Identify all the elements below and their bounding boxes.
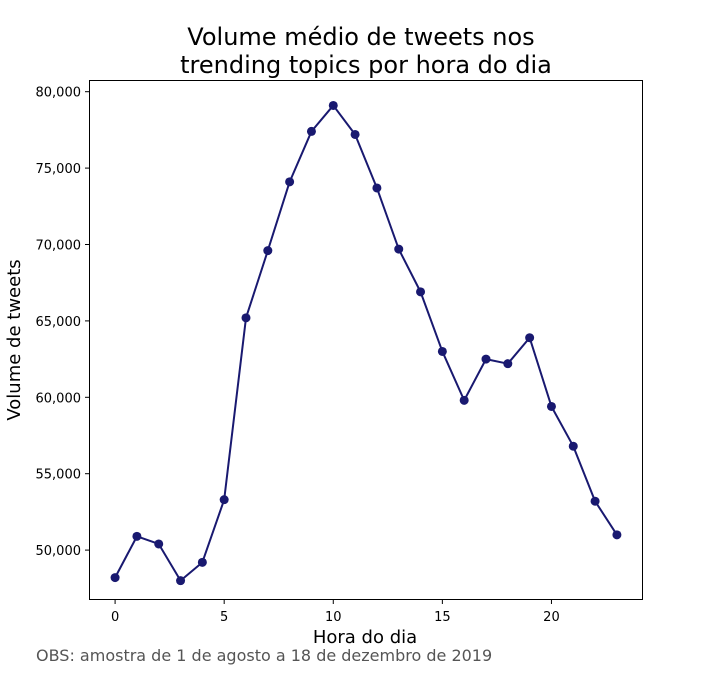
chart-title-line-2: trending topics por hora do dia — [180, 51, 552, 79]
data-point-hour-10 — [328, 100, 338, 110]
data-point-hour-8 — [285, 177, 295, 187]
data-point-hour-22 — [590, 496, 600, 506]
plot-area: 0 5 10 15 20 50,000 55,000 60,000 65,000 70,000 75… — [36, 86, 622, 625]
y-tick-label-55000: 55,000 — [36, 468, 82, 483]
data-point-hour-0 — [110, 573, 120, 583]
data-point-hour-17 — [481, 354, 491, 364]
plot-frame — [89, 80, 643, 600]
data-point-hour-15 — [437, 346, 447, 356]
data-point-hour-21 — [568, 441, 578, 451]
data-point-hour-13 — [394, 244, 404, 254]
chart-title-line-1: Volume médio de tweets nos — [187, 23, 534, 51]
data-point-hour-3 — [176, 576, 186, 586]
data-point-hour-2 — [154, 539, 164, 549]
y-tick-label-80000: 80,000 — [36, 86, 82, 101]
data-point-hour-16 — [459, 395, 469, 405]
data-point-hour-6 — [241, 313, 251, 323]
data-point-hour-18 — [503, 359, 513, 369]
y-tick-label-60000: 60,000 — [36, 391, 82, 406]
data-point-hour-4 — [197, 557, 207, 567]
sample-note: OBS: amostra de 1 de agosto a 18 de deze… — [36, 646, 492, 665]
data-point-hour-1 — [132, 531, 142, 541]
x-tick-label-0: 0 — [111, 610, 119, 625]
y-tick-label-65000: 65,000 — [36, 315, 82, 330]
data-point-hour-12 — [372, 183, 382, 193]
series-line-0 — [114, 104, 618, 582]
x-tick-label-20: 20 — [543, 610, 560, 625]
data-point-hour-19 — [525, 333, 535, 343]
y-tick-label-75000: 75,000 — [36, 162, 82, 177]
data-point-hour-14 — [416, 287, 426, 297]
x-tick-label-5: 5 — [220, 610, 228, 625]
x-tick-label-15: 15 — [434, 610, 451, 625]
x-axis-label: Hora do dia — [313, 627, 417, 648]
data-point-hour-23 — [612, 530, 622, 540]
data-point-hour-5 — [219, 495, 229, 505]
y-tick-label-70000: 70,000 — [36, 238, 82, 253]
x-tick-label-10: 10 — [325, 610, 342, 625]
data-point-hour-9 — [306, 126, 316, 136]
y-axis-label: Volume de tweets — [4, 259, 25, 420]
data-point-hour-7 — [263, 246, 273, 256]
y-tick-label-50000: 50,000 — [36, 544, 82, 559]
data-point-hour-20 — [546, 401, 556, 411]
data-point-hour-11 — [350, 129, 360, 139]
